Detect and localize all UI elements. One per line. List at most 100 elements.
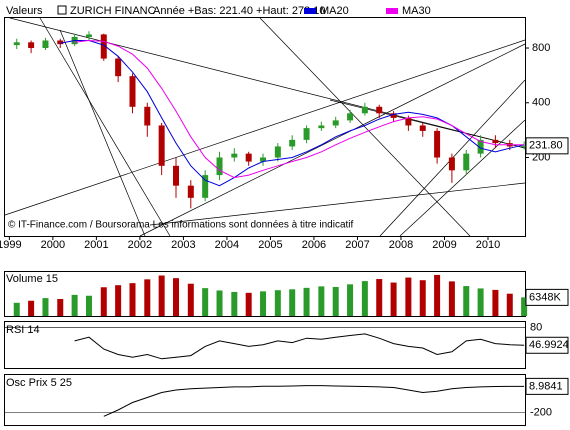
ma-line [74,39,525,179]
candle-body [434,130,441,158]
candle-body [260,157,267,162]
last-value: 8.9841 [529,380,563,392]
volume-bar [115,285,122,316]
candle-body [303,128,310,140]
candle-body [332,120,339,126]
candle-body [57,40,64,45]
volume-bar [521,297,528,316]
candle-body [144,106,151,126]
candle-body [187,185,194,198]
candle-body [376,106,383,114]
candle-body [231,153,238,158]
candle-body [42,40,49,49]
volume-bar [274,290,281,316]
x-tick-label: 2000 [41,239,65,251]
volume-bar [463,286,470,316]
candle-body [216,157,223,176]
y-tick-label: -200 [530,406,552,418]
annotation: © IT-Finance.com / Boursorama Les inform… [8,220,354,231]
candle-body [245,153,252,162]
y-tick-label: 800 [532,42,550,54]
volume-bar [13,302,20,316]
x-tick-label: 2009 [432,239,456,251]
icon [57,5,67,15]
x-tick-label: 2005 [258,239,282,251]
legend-label: MA30 [402,5,431,17]
indicator-line [74,333,525,360]
volume-bar [419,280,426,316]
price-frame [4,17,526,237]
volume-bar [129,283,136,316]
x-tick-label: 2006 [302,239,326,251]
legend-label: MA20 [320,5,349,17]
candle-body [13,42,20,46]
panel-title: RSI 14 [6,324,40,336]
candle-body [448,157,455,171]
last-volume: 6348K [529,291,561,303]
candle-body [274,146,281,158]
volume-bar [245,292,252,316]
volume-bar [289,289,296,316]
legend-swatch [304,8,316,14]
y-tick-label: 200 [532,151,550,163]
candle-body [347,113,354,121]
candle-body [85,34,92,37]
candle-body [289,139,296,147]
volume-bar [85,295,92,316]
volume-bar [231,291,238,316]
volume-bar [28,300,35,316]
volume-bar [100,287,107,316]
candle-body [202,175,209,198]
volume-bar [448,281,455,316]
candle-body [100,34,107,59]
volume-bar [260,291,267,316]
x-tick-label: 2004 [215,239,239,251]
volume-bar [144,279,151,316]
last-value-box [525,336,569,354]
candle-body [28,42,35,49]
x-tick-label: 2007 [345,239,369,251]
x-tick-label: 2010 [476,239,500,251]
volume-bar [303,287,310,316]
panel-title: Volume 15 [6,273,58,285]
candle-body [405,117,412,126]
volume-bar [42,298,49,316]
last-price: 231.80 [529,140,563,152]
x-tick-label: 2002 [128,239,152,251]
candle-body [390,113,397,118]
volume-bar [187,283,194,316]
candle-body [173,165,180,186]
chart-title: ZURICH FINANC [70,5,156,17]
volume-bar [173,278,180,316]
x-tick-label: 2003 [171,239,195,251]
x-tick-label: 1999 [0,239,22,251]
x-tick-label: 2008 [389,239,413,251]
last-price-box [525,137,569,155]
candle-body [477,139,484,154]
volume-bar [347,284,354,316]
candle-body [318,125,325,129]
candle-body [492,139,499,144]
panel-title: Osc Prix 5 25 [6,377,72,389]
panel-label: Valeurs [6,5,43,17]
last-value-box [525,377,569,395]
volume-bar [216,290,223,316]
chart-subtitle: Année +Bas: 221.40 +Haut: 273.10 [153,5,325,17]
candle-body [521,145,528,147]
volume-bar [506,293,513,316]
volume-bar [405,277,412,316]
candle-body [115,58,122,77]
candle-body [463,153,470,171]
volume-bar [158,275,165,316]
last-value: 46.9924 [529,339,569,351]
volume-bar [376,279,383,316]
candle-body [419,125,426,131]
candle-body [129,76,136,107]
volume-bar [361,281,368,316]
indicator-line [103,385,525,417]
volume-bar [71,294,78,316]
volume-bar [492,289,499,316]
volume-bar [57,298,64,316]
